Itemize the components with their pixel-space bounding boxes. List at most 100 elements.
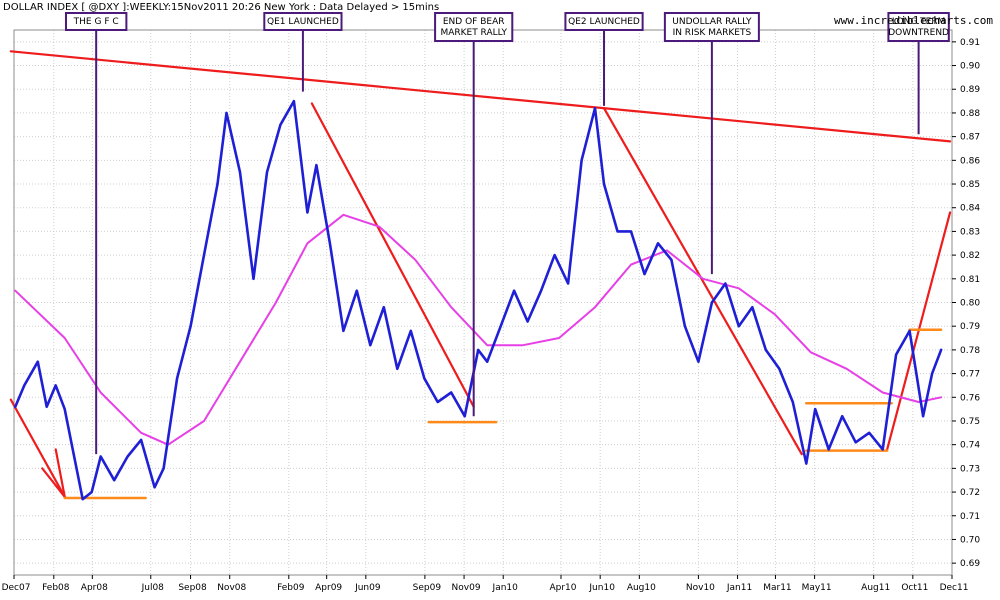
y-tick-label: 0.72	[960, 488, 980, 498]
price-point	[81, 498, 84, 500]
price-point	[697, 360, 700, 363]
x-tick-label: Jan10	[492, 583, 519, 593]
price-point	[724, 282, 727, 285]
annotation-text: UNDOLLAR RALLY	[672, 17, 752, 27]
y-tick-label: 0.83	[960, 227, 980, 237]
moving-average-point	[594, 306, 596, 309]
y-tick-label: 0.74	[960, 441, 980, 451]
moving-average-point	[14, 289, 17, 292]
x-tick-label: Aug11	[861, 583, 890, 593]
price-point	[436, 401, 439, 403]
y-tick-label: 0.80	[960, 299, 980, 309]
annotation-box	[434, 12, 514, 42]
annotation-text: END OF BEAR	[443, 17, 505, 27]
x-tick-label: Feb08	[42, 583, 70, 593]
annotation-box	[663, 12, 760, 42]
price-point	[423, 377, 426, 380]
price-point	[931, 372, 933, 375]
price-point	[805, 462, 808, 465]
price-point	[854, 441, 857, 444]
moving-average-point	[738, 287, 740, 290]
moving-average-point	[450, 306, 453, 309]
moving-average-point	[522, 344, 524, 346]
trend-line	[9, 398, 66, 498]
price-point	[279, 123, 282, 126]
price-point	[603, 183, 605, 185]
price-point	[940, 349, 942, 351]
price-point	[126, 455, 129, 458]
moving-average-point	[666, 249, 668, 252]
trend-line	[9, 50, 952, 143]
price-point	[778, 368, 781, 370]
price-point	[315, 164, 318, 166]
price-point	[526, 320, 529, 323]
x-tick-label: Apr10	[549, 583, 576, 593]
x-tick-label: Nov09	[452, 583, 481, 593]
x-tick-label: Dec07	[2, 583, 31, 593]
moving-average-point	[774, 313, 776, 316]
moving-average-point	[414, 259, 417, 261]
moving-average-point	[809, 351, 812, 354]
y-tick-label: 0.69	[960, 559, 980, 569]
moving-average-point	[702, 278, 704, 280]
price-point	[463, 415, 466, 418]
price-point	[266, 171, 268, 173]
price-point	[765, 349, 767, 351]
price-point	[450, 391, 453, 394]
moving-average-point	[486, 344, 488, 346]
price-point	[751, 306, 754, 309]
annotation-text: IN RISK MARKETS	[673, 28, 752, 38]
x-axis: Dec07 Feb08 Apr08 Jul08 Sep08 Nov08 Feb09 Apr09…	[2, 575, 969, 593]
x-tick-label: Aug10	[627, 583, 656, 593]
x-tick-label: Apr08	[81, 583, 108, 593]
annotation-text: QE1 LAUNCHED	[267, 17, 339, 27]
chart-title: DOLLAR INDEX [ @DXY ]:WEEKLY:15Nov2011 2…	[3, 2, 439, 13]
x-tick-label: Jun09	[354, 583, 381, 593]
moving-average-point	[940, 396, 942, 399]
price-point	[239, 171, 241, 173]
y-tick-label: 0.86	[960, 156, 980, 166]
price-layer	[14, 99, 943, 501]
price-point	[342, 330, 345, 332]
y-tick-label: 0.73	[960, 464, 980, 474]
trend-line	[54, 448, 66, 498]
moving-average-point	[306, 242, 309, 245]
price-point	[23, 384, 26, 387]
price-point	[881, 448, 884, 451]
price-point	[203, 254, 205, 256]
y-tick-label: 0.89	[960, 85, 980, 95]
annotation-text: MARKET RALLY	[440, 28, 507, 38]
price-point	[176, 377, 178, 380]
moving-average-point	[239, 360, 241, 363]
annotation-text: QE2 LAUNCHED	[568, 17, 640, 27]
x-tick-label: Mar11	[763, 583, 791, 593]
price-point	[216, 183, 219, 185]
annotation-callout: THE G F C	[64, 12, 128, 455]
y-tick-label: 0.81	[960, 275, 980, 285]
price-point	[356, 289, 358, 292]
y-tick-label: 0.78	[960, 346, 980, 356]
y-tick-label: 0.87	[960, 133, 980, 143]
moving-average-point	[845, 368, 848, 370]
y-tick-label: 0.75	[960, 417, 980, 427]
watermark: www.incrediblecharts.com	[834, 14, 993, 27]
moving-average-point	[342, 214, 345, 216]
x-tick-label: Oct11	[901, 583, 928, 593]
price-point	[616, 230, 619, 233]
moving-average-point	[558, 337, 560, 339]
y-tick-label: 0.91	[960, 38, 980, 48]
y-axis: 0.91 0.90 0.89 0.88 0.87 0.86 0.85 0.84 0.83 0.82…	[952, 38, 980, 569]
y-tick-label: 0.85	[960, 180, 980, 190]
price-point	[409, 330, 412, 332]
price-point	[72, 453, 75, 455]
x-tick-label: Feb09	[277, 583, 305, 593]
x-tick-label: Apr09	[315, 583, 342, 593]
price-point	[162, 467, 165, 470]
x-tick-label: Jul08	[141, 583, 165, 593]
price-point	[113, 479, 115, 482]
price-point	[396, 368, 399, 370]
x-tick-label: Dec11	[940, 583, 969, 593]
